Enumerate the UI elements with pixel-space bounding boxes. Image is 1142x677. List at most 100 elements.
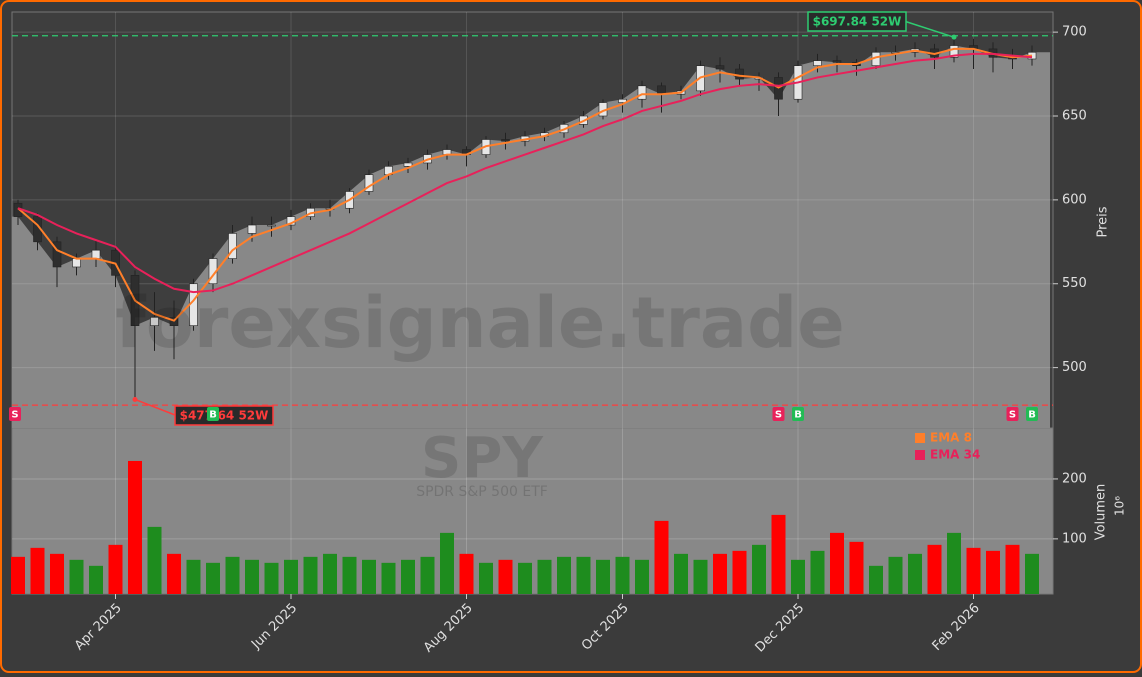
volume-bar bbox=[810, 550, 825, 594]
volume-bar bbox=[557, 556, 571, 594]
watermark: forexsignale.trade bbox=[115, 282, 844, 364]
candle-body bbox=[72, 258, 81, 268]
candle-body bbox=[735, 68, 744, 80]
signal-label: B bbox=[794, 410, 802, 421]
volume-bar bbox=[927, 544, 942, 594]
candle-body bbox=[949, 45, 959, 58]
volume-bar bbox=[459, 553, 474, 594]
y-tick-label: 500 bbox=[1062, 360, 1087, 375]
volume-bar bbox=[849, 541, 864, 594]
ema-line bbox=[17, 47, 1033, 322]
volume-bar bbox=[206, 562, 220, 594]
volume-bar bbox=[537, 559, 552, 594]
level-arrow bbox=[134, 398, 176, 416]
volume-bar bbox=[362, 559, 376, 594]
volume-bar bbox=[1025, 553, 1039, 594]
candle-body bbox=[267, 224, 276, 227]
volume-bar bbox=[752, 544, 766, 594]
volume-bar bbox=[401, 559, 415, 594]
volume-bar bbox=[888, 556, 903, 594]
y-axis-label: Preis bbox=[1096, 206, 1111, 237]
signal-marker bbox=[207, 407, 219, 421]
signal-label: B bbox=[209, 410, 217, 421]
volume-bar bbox=[576, 556, 591, 594]
volume-bar bbox=[713, 553, 727, 594]
signal-label: B bbox=[1028, 410, 1036, 421]
y-tick-label: 100 bbox=[1062, 531, 1087, 546]
candle-body bbox=[637, 85, 647, 100]
volume-bar bbox=[596, 559, 610, 594]
level-arrow bbox=[903, 20, 955, 38]
arrow-head bbox=[132, 396, 138, 402]
candle-body bbox=[715, 65, 725, 70]
volume-bar bbox=[479, 562, 493, 594]
volume-bar bbox=[693, 559, 708, 594]
level-box bbox=[174, 405, 274, 426]
volume-bar bbox=[225, 556, 240, 594]
symbol-name: SPDR S&P 500 ETF bbox=[416, 484, 548, 500]
candle-body bbox=[618, 98, 627, 103]
candle-body bbox=[228, 233, 237, 259]
volume-bar bbox=[303, 556, 318, 594]
volume-bar bbox=[89, 565, 103, 594]
candle-body bbox=[403, 162, 413, 167]
y-tick-label: 200 bbox=[1062, 471, 1087, 486]
volume-bar bbox=[342, 556, 357, 594]
legend-label: EMA 8 bbox=[930, 431, 972, 445]
y-tick-label: 700 bbox=[1062, 25, 1087, 40]
volume-bar bbox=[440, 532, 454, 594]
volume-bar bbox=[635, 559, 649, 594]
signal-marker bbox=[772, 407, 785, 421]
y-tick-label: 600 bbox=[1062, 192, 1087, 207]
volume-bar bbox=[245, 559, 259, 594]
volume-bar bbox=[50, 553, 64, 594]
candle-body bbox=[150, 316, 159, 326]
symbol: SPY bbox=[421, 426, 544, 491]
volume-bar bbox=[128, 460, 142, 594]
signal-label: S bbox=[1009, 410, 1016, 421]
volume-bar bbox=[654, 520, 669, 594]
volume-bar bbox=[381, 562, 396, 594]
volume-bar bbox=[732, 550, 747, 594]
volume-bar bbox=[284, 559, 298, 594]
volume-bar bbox=[420, 556, 435, 594]
volume-bar bbox=[108, 544, 123, 594]
y-tick-label: 550 bbox=[1062, 276, 1087, 291]
volume-bar bbox=[791, 559, 805, 594]
volume-bar bbox=[966, 547, 981, 594]
volume-bar bbox=[323, 553, 337, 594]
level-box bbox=[807, 11, 907, 32]
candle-body bbox=[91, 249, 101, 259]
ema-line bbox=[17, 52, 1033, 294]
volume-bar bbox=[147, 526, 162, 594]
level-label: $697.84 52W bbox=[813, 15, 902, 29]
volume-bar bbox=[30, 547, 45, 594]
volume-unit: 10⁶ bbox=[1113, 496, 1127, 516]
signal-marker bbox=[792, 407, 804, 421]
arrow-head bbox=[951, 34, 957, 40]
candle-body bbox=[52, 241, 62, 268]
signal-label: S bbox=[11, 410, 18, 421]
volume-bar bbox=[947, 532, 961, 594]
y-tick-label: 650 bbox=[1062, 109, 1087, 124]
volume-bar bbox=[1005, 544, 1020, 594]
volume-bar bbox=[830, 532, 844, 594]
volume-bar bbox=[615, 556, 630, 594]
price-area bbox=[12, 45, 1050, 428]
candle-body bbox=[657, 85, 666, 95]
volume-bar bbox=[908, 553, 922, 594]
signal-marker bbox=[1026, 407, 1038, 421]
volume-bar bbox=[869, 565, 883, 594]
volume-bar bbox=[186, 559, 201, 594]
candle-body bbox=[501, 139, 510, 142]
volume-bar bbox=[69, 559, 84, 594]
candle-body bbox=[832, 60, 842, 63]
legend-label: EMA 34 bbox=[930, 448, 980, 462]
volume-axis-label: Volumen bbox=[1094, 484, 1109, 541]
legend-swatch bbox=[915, 433, 925, 443]
volume-bar bbox=[167, 553, 181, 594]
candle-body bbox=[813, 60, 822, 66]
volume-bar bbox=[986, 550, 1000, 594]
candle-body bbox=[247, 224, 257, 234]
